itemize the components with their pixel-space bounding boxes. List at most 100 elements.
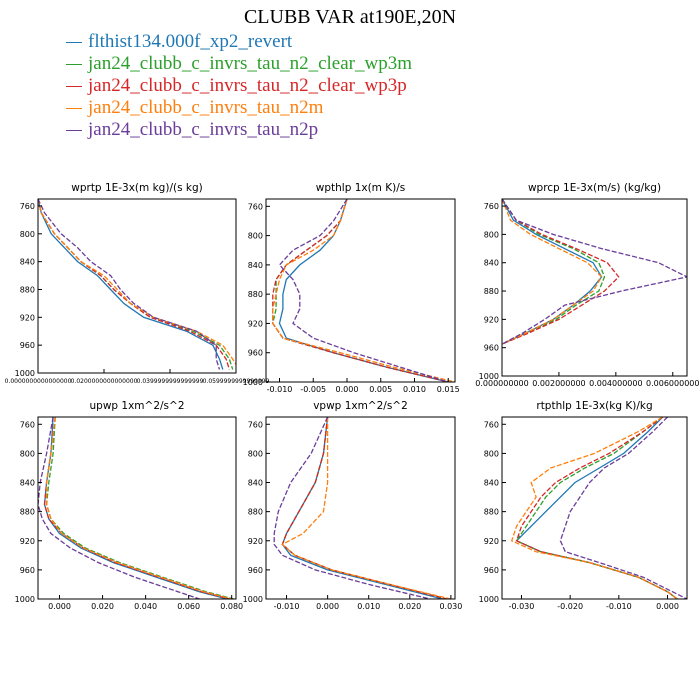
series-line: [45, 417, 232, 599]
series-line: [272, 199, 455, 382]
x-tick-label: -0.010: [274, 602, 300, 611]
y-tick-label: 800: [484, 449, 499, 458]
y-tick-label: 920: [248, 319, 263, 328]
y-tick-label: 960: [248, 566, 263, 575]
x-tick-label: 0.006000000: [646, 379, 699, 388]
series-line: [502, 199, 603, 345]
y-tick-label: 840: [20, 258, 35, 267]
y-tick-label: 760: [248, 202, 263, 211]
legend-swatch: [66, 130, 82, 132]
y-tick-label: 1000: [479, 372, 499, 381]
x-tick-label: 0.060: [177, 602, 200, 611]
panel-title: rtpthlp 1E-3x(kg K)/kg: [536, 400, 652, 412]
y-tick-label: 880: [20, 508, 35, 517]
x-tick-label: -0.010: [606, 602, 632, 611]
series-line: [281, 417, 443, 599]
x-tick-label: 0.0599999999999999: [203, 378, 270, 385]
y-tick-label: 880: [484, 287, 499, 296]
y-tick-label: 1000: [15, 595, 35, 604]
panel-3: upwp 1xm^2/s^2 760 800 840 880 920 960 1000 0.00…: [15, 400, 244, 611]
panel-title: vpwp 1xm^2/s^2: [313, 400, 408, 412]
x-tick-label: 0.002000000: [532, 379, 585, 388]
x-tick-label: 0.000: [656, 602, 679, 611]
y-tick-label: 760: [248, 420, 263, 429]
x-tick-label: 0.010: [357, 602, 380, 611]
x-tick-label: 0.020: [91, 602, 114, 611]
x-tick-label: 0.020: [398, 602, 421, 611]
x-tick-label: -0.020: [557, 602, 583, 611]
panel-4: vpwp 1xm^2/s^2 760 800 840 880 920 960 1000 -0.0…: [243, 400, 463, 611]
x-tick-label: -0.030: [509, 602, 535, 611]
y-tick-label: 800: [20, 449, 35, 458]
series-line: [515, 417, 678, 599]
x-tick-label: 0.010: [403, 385, 426, 394]
series-line: [43, 417, 228, 599]
legend-item-4: jan24_clubb_c_invrs_tau_n2p: [66, 119, 412, 141]
y-tick-label: 920: [484, 537, 499, 546]
plot-frame: [501, 198, 688, 377]
legend-label: flthist134.000f_xp2_revert: [88, 31, 293, 52]
y-tick-label: 1000: [479, 595, 499, 604]
y-tick-label: 960: [484, 566, 499, 575]
panel-5: rtpthlp 1E-3x(kg K)/kg 760 800 840 880 920 960…: [479, 400, 688, 611]
panel-title: wprcp 1E-3x(m/s) (kg/kg): [528, 182, 661, 194]
page-title: CLUBB VAR at190E,20N: [243, 6, 457, 28]
series-line: [515, 417, 678, 599]
series-line: [559, 417, 687, 599]
panel-title: upwp 1xm^2/s^2: [90, 400, 185, 412]
legend-swatch: [66, 108, 82, 110]
y-tick-label: 960: [20, 566, 35, 575]
x-tick-label: 0.0399999999999999: [137, 378, 204, 385]
panel-1: wpthlp 1x(m K)/s 760 800 840 880 920 960 1000 -0…: [243, 182, 460, 394]
series-line: [281, 417, 447, 599]
legend-label: jan24_clubb_c_invrs_tau_n2m: [88, 97, 324, 118]
panel-title: wprtp 1E-3x(m kg)/(s kg): [71, 182, 202, 194]
y-tick-label: 800: [248, 449, 263, 458]
plot-frame: [37, 198, 237, 374]
x-tick-label: 0.005: [369, 385, 392, 394]
x-tick-label: 0.0200000000000000: [71, 378, 138, 385]
y-tick-label: 880: [20, 285, 35, 294]
panel-title: wpthlp 1x(m K)/s: [316, 182, 406, 194]
y-tick-label: 840: [484, 479, 499, 488]
series-line: [45, 417, 234, 599]
series-line: [43, 417, 230, 599]
y-tick-label: 880: [484, 508, 499, 517]
y-tick-label: 760: [484, 420, 499, 429]
y-tick-label: 880: [248, 508, 263, 517]
series-line: [278, 199, 449, 382]
legend-item-0: flthist134.000f_xp2_revert: [66, 31, 412, 53]
plot-frame: [265, 198, 456, 383]
y-tick-label: 960: [484, 344, 499, 353]
legend-label: jan24_clubb_c_invrs_tau_n2_clear_wp3m: [88, 53, 412, 74]
y-tick-label: 840: [248, 479, 263, 488]
x-tick-label: -0.010: [267, 385, 293, 394]
series-line: [38, 199, 224, 370]
series-line: [502, 199, 606, 345]
series-line: [272, 199, 449, 382]
series-line: [515, 417, 678, 599]
y-tick-label: 760: [20, 420, 35, 429]
legend-swatch: [66, 42, 82, 44]
y-tick-label: 920: [20, 537, 35, 546]
legend-swatch: [66, 64, 82, 66]
x-tick-label: 0.000: [336, 385, 359, 394]
y-tick-label: 800: [20, 230, 35, 239]
series-line: [38, 199, 236, 366]
series-line: [281, 417, 452, 599]
x-tick-label: 0.0000000000000000: [5, 378, 72, 385]
y-tick-label: 840: [20, 479, 35, 488]
legend-label: jan24_clubb_c_invrs_tau_n2_clear_wp3p: [88, 75, 407, 96]
y-tick-label: 920: [20, 313, 35, 322]
legend-item-1: jan24_clubb_c_invrs_tau_n2_clear_wp3m: [66, 53, 412, 75]
y-tick-label: 840: [248, 261, 263, 270]
y-tick-label: 880: [248, 290, 263, 299]
y-tick-label: 800: [248, 232, 263, 241]
x-tick-label: 0.040: [134, 602, 157, 611]
x-tick-label: 0.000: [48, 602, 71, 611]
panel-2: wprcp 1E-3x(m/s) (kg/kg) 760 800 840 880 920 9…: [475, 182, 699, 388]
series-line: [38, 417, 200, 599]
y-tick-label: 920: [248, 537, 263, 546]
y-tick-label: 760: [484, 202, 499, 211]
